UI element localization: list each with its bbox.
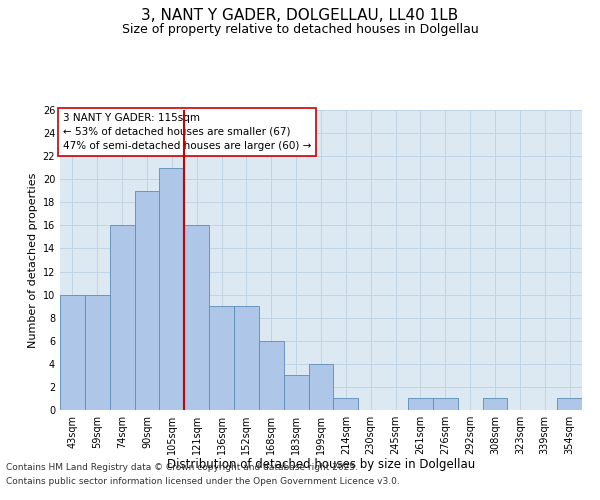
Bar <box>85 294 110 410</box>
Bar <box>209 306 234 410</box>
Bar <box>259 341 284 410</box>
Text: Size of property relative to detached houses in Dolgellau: Size of property relative to detached ho… <box>122 22 478 36</box>
Bar <box>110 226 134 410</box>
Text: Contains public sector information licensed under the Open Government Licence v3: Contains public sector information licen… <box>6 478 400 486</box>
Text: 3, NANT Y GADER, DOLGELLAU, LL40 1LB: 3, NANT Y GADER, DOLGELLAU, LL40 1LB <box>142 8 458 22</box>
Bar <box>134 191 160 410</box>
Bar <box>557 398 582 410</box>
Bar <box>334 398 358 410</box>
Bar <box>482 398 508 410</box>
Bar <box>433 398 458 410</box>
Text: 3 NANT Y GADER: 115sqm
← 53% of detached houses are smaller (67)
47% of semi-det: 3 NANT Y GADER: 115sqm ← 53% of detached… <box>63 113 311 151</box>
Y-axis label: Number of detached properties: Number of detached properties <box>28 172 38 348</box>
Bar <box>284 376 308 410</box>
X-axis label: Distribution of detached houses by size in Dolgellau: Distribution of detached houses by size … <box>167 458 475 471</box>
Bar <box>184 226 209 410</box>
Bar <box>308 364 334 410</box>
Bar <box>160 168 184 410</box>
Text: Contains HM Land Registry data © Crown copyright and database right 2025.: Contains HM Land Registry data © Crown c… <box>6 462 358 471</box>
Bar <box>408 398 433 410</box>
Bar <box>234 306 259 410</box>
Bar <box>60 294 85 410</box>
